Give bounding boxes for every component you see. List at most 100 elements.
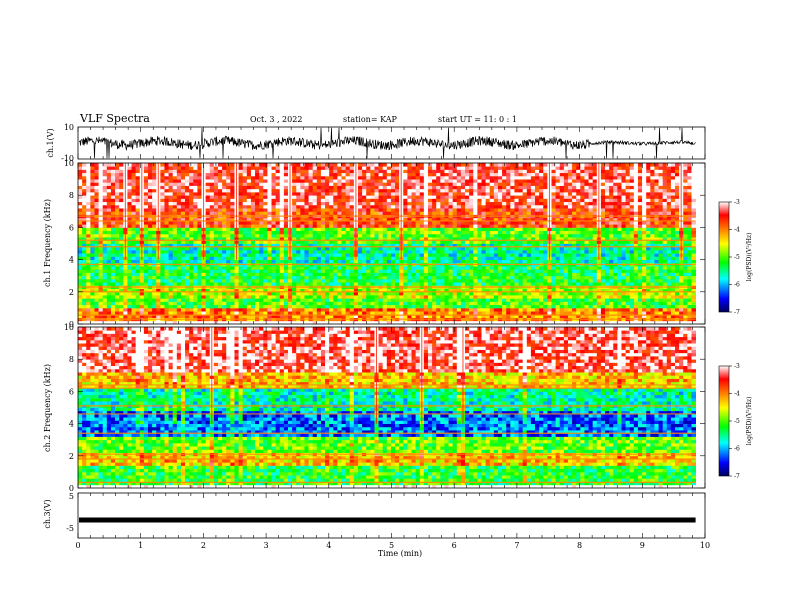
spectrogram-cell — [213, 220, 219, 225]
spectrogram-cell — [110, 282, 116, 286]
spectrogram-cell — [217, 269, 223, 273]
spectrogram-cell — [94, 298, 99, 302]
spectrogram-cell — [325, 227, 330, 232]
spectrogram-cell — [366, 298, 371, 302]
spectrogram-cell — [242, 253, 248, 257]
spectrogram-cell — [642, 233, 647, 238]
spectrogram-cell — [600, 249, 606, 254]
spectrogram-cell — [263, 233, 268, 238]
spectrogram-cell — [160, 246, 165, 251]
spectrogram-cell — [119, 304, 124, 309]
spectrogram-cell — [255, 307, 260, 312]
spectrogram-cell — [152, 227, 157, 232]
spectrogram-cell — [341, 304, 347, 309]
spectrogram-cell — [300, 246, 305, 251]
spectrogram-cell — [300, 304, 305, 309]
spectrogram-cell — [419, 269, 425, 273]
spectrogram-cell — [94, 295, 99, 299]
spectrogram-cell — [465, 220, 470, 225]
spectrogram-cell — [403, 282, 408, 286]
spectrogram-cell — [119, 272, 124, 277]
spectrogram-cell — [316, 259, 322, 264]
spectrogram-cell — [110, 233, 116, 238]
spectrogram-cell — [617, 233, 622, 238]
spectrogram-cell — [147, 237, 153, 241]
spectrogram-cell — [312, 217, 318, 222]
spectrogram-cell — [349, 298, 355, 302]
spectrogram-cell — [691, 249, 696, 254]
spectrogram-cell — [460, 259, 466, 264]
spectrogram-cell — [217, 314, 223, 318]
spectrogram-cell — [246, 246, 252, 251]
spectrogram-cell — [399, 304, 404, 309]
spectrogram-cell — [440, 301, 445, 306]
spectrogram-cell — [263, 307, 268, 312]
spectrogram-cell — [102, 246, 108, 251]
spectrogram-cell — [670, 230, 676, 235]
spectrogram-cell — [473, 230, 478, 235]
spectrogram-cell — [687, 298, 692, 302]
spectrogram-cell — [411, 233, 417, 238]
spectrogram-cell — [419, 314, 425, 318]
spectrogram-cell — [625, 227, 631, 232]
spectrogram-cell — [176, 240, 182, 244]
spectrogram-cell — [156, 307, 161, 312]
spectrogram-cell — [452, 301, 458, 306]
spectrogram-cell — [551, 288, 557, 293]
spectrogram-cell — [637, 259, 643, 264]
spectrogram-cell — [263, 278, 268, 283]
spectrogram-cell — [283, 266, 289, 270]
spectrogram-cell — [345, 298, 351, 302]
spectrogram-cell — [600, 278, 606, 283]
spectrogram-cell — [275, 298, 281, 302]
spectrogram-cell — [399, 314, 404, 318]
spectrogram-cell — [493, 278, 499, 283]
spectrogram-cell — [279, 282, 285, 286]
spectrogram-cell — [222, 237, 227, 241]
spectrogram-cell — [119, 246, 124, 251]
spectrogram-cell — [427, 304, 433, 309]
spectrogram-cell — [94, 266, 99, 270]
spectrogram-cell — [197, 314, 202, 318]
spectrogram-cell — [304, 307, 309, 312]
spectrogram-cell — [370, 246, 375, 251]
spectrogram-cell — [576, 259, 581, 264]
spectrogram-cell — [535, 224, 540, 228]
spectrogram-cell — [296, 233, 301, 238]
spectrogram-cell — [481, 275, 487, 280]
spectrogram-cell — [506, 266, 511, 270]
spectrogram-cell — [584, 249, 589, 254]
spectrogram-cell — [662, 224, 668, 228]
spectrogram-cell — [135, 243, 141, 248]
spectrogram-cell — [164, 278, 169, 283]
spectrogram-cell — [600, 311, 606, 315]
spectrogram-cell — [226, 256, 231, 260]
spectrogram-cell — [592, 259, 598, 264]
spectrogram-cell — [275, 269, 281, 273]
spectrogram-cell — [135, 307, 141, 312]
spectrogram-cell — [646, 282, 651, 286]
spectrogram-cell — [316, 311, 322, 315]
spectrogram-cell — [629, 269, 635, 273]
spectrogram-cell — [613, 253, 618, 257]
spectrogram-cell — [106, 233, 112, 238]
spectrogram-cell — [172, 288, 178, 293]
spectrogram-cell — [147, 278, 153, 283]
spectrogram-cell — [259, 220, 264, 225]
spectrogram-cell — [205, 237, 211, 241]
spectrogram-cell — [427, 314, 433, 318]
spectrogram-cell — [403, 307, 408, 312]
spectrogram-cell — [308, 249, 314, 254]
spectrogram-cell — [613, 311, 618, 315]
spectrogram-cell — [547, 275, 552, 280]
spectrogram-cell — [543, 304, 548, 309]
spectrogram-cell — [267, 301, 272, 306]
spectrogram-cell — [90, 298, 95, 302]
spectrogram-cell — [349, 272, 355, 277]
spectrogram-cell — [152, 307, 157, 312]
spectrogram-cell — [514, 295, 519, 299]
spectrogram-cell — [337, 237, 342, 241]
spectrogram-cell — [502, 233, 507, 238]
spectrogram-cell — [226, 272, 231, 277]
